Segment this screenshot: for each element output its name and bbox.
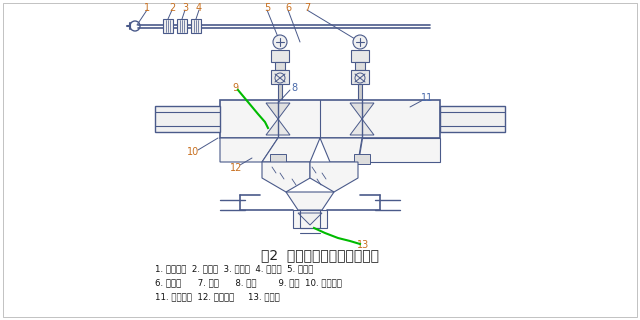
Polygon shape: [298, 213, 322, 225]
Bar: [271, 70, 289, 84]
Bar: [355, 62, 365, 70]
Text: 6: 6: [285, 3, 291, 13]
Bar: [293, 210, 327, 228]
Polygon shape: [350, 103, 374, 119]
Bar: [351, 70, 369, 84]
Text: 图2  数控气动滑阀工作原理图: 图2 数控气动滑阀工作原理图: [261, 248, 379, 262]
Text: 9: 9: [232, 83, 238, 93]
Text: 13: 13: [357, 240, 369, 250]
Text: 7: 7: [304, 3, 310, 13]
Polygon shape: [220, 138, 278, 162]
Text: 11: 11: [421, 93, 433, 103]
Circle shape: [273, 35, 287, 49]
Polygon shape: [310, 162, 358, 192]
Bar: [351, 50, 369, 62]
Circle shape: [353, 35, 367, 49]
Text: 5: 5: [264, 3, 270, 13]
Text: 8: 8: [291, 83, 297, 93]
Bar: [278, 84, 282, 100]
Polygon shape: [262, 138, 320, 162]
Text: 1. 高压风管  2. 过滤器  3. 过滤器  4. 油雾器  5. 调压阀: 1. 高压风管 2. 过滤器 3. 过滤器 4. 油雾器 5. 调压阀: [155, 264, 314, 273]
Text: 11. 排气风箱  12. 手动蝶阀     13. 空气室: 11. 排气风箱 12. 手动蝶阀 13. 空气室: [155, 292, 280, 301]
Text: 3: 3: [182, 3, 188, 13]
Text: 2: 2: [169, 3, 175, 13]
Polygon shape: [350, 119, 374, 135]
Polygon shape: [320, 138, 362, 162]
Text: 10: 10: [187, 147, 199, 157]
Bar: [177, 19, 187, 33]
Text: 4: 4: [196, 3, 202, 13]
Bar: [358, 84, 362, 100]
Bar: [354, 154, 370, 164]
Bar: [271, 50, 289, 62]
Bar: [220, 100, 440, 138]
Bar: [440, 106, 505, 132]
Bar: [275, 62, 285, 70]
Polygon shape: [262, 162, 310, 192]
Text: 1: 1: [144, 3, 150, 13]
Text: 12: 12: [230, 163, 242, 173]
Polygon shape: [286, 192, 334, 210]
Polygon shape: [266, 103, 290, 119]
Bar: [191, 19, 201, 33]
Text: 6. 电磁阀      7. 气缸      8. 阀芯        9. 定器  10. 进气风箱: 6. 电磁阀 7. 气缸 8. 阀芯 9. 定器 10. 进气风箱: [155, 278, 342, 287]
Bar: [270, 154, 286, 164]
Bar: [155, 106, 220, 132]
Bar: [163, 19, 173, 33]
Polygon shape: [266, 119, 290, 135]
Polygon shape: [358, 138, 440, 162]
